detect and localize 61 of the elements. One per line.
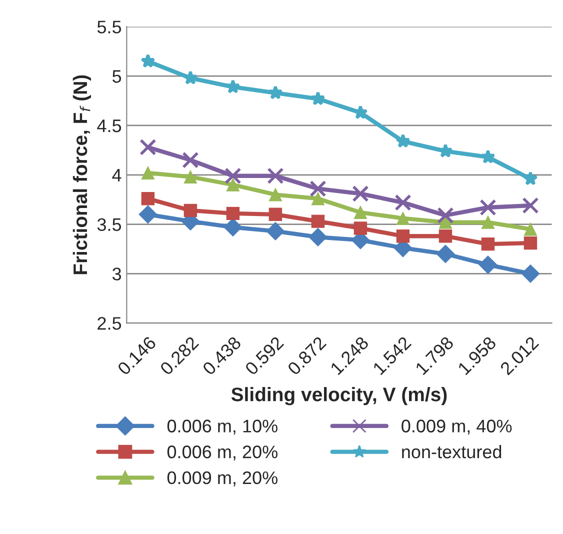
point	[438, 144, 453, 158]
point	[478, 256, 498, 274]
point	[308, 228, 328, 246]
point	[438, 230, 452, 243]
point	[224, 218, 242, 236]
point	[141, 166, 155, 180]
y-tick-label: 4	[112, 169, 122, 182]
point	[182, 152, 199, 168]
point	[481, 237, 495, 251]
point	[268, 188, 282, 202]
point	[524, 236, 538, 250]
point	[353, 105, 368, 120]
legend-label: non-textured	[402, 445, 502, 458]
y-tick-label: 5.5	[97, 20, 122, 34]
point	[266, 222, 285, 240]
legend-label: 0.009 m, 20%	[167, 471, 278, 486]
y-axis-title: Frictional force, F$_{f}$ (N)	[72, 75, 92, 274]
point	[524, 222, 538, 236]
legend-label: 0.006 m, 20%	[167, 446, 278, 460]
point	[184, 170, 198, 184]
point	[226, 206, 240, 220]
point	[311, 192, 325, 206]
point	[226, 178, 240, 192]
legend-label: 0.009 m, 40%	[402, 420, 512, 435]
point	[267, 168, 284, 184]
point	[226, 79, 240, 94]
y-tick-label: 5	[112, 70, 122, 83]
point	[268, 208, 282, 221]
point	[438, 216, 452, 229]
point	[523, 171, 538, 186]
point	[396, 212, 410, 225]
point	[354, 222, 368, 235]
point	[138, 205, 158, 224]
point	[310, 180, 326, 198]
point	[352, 185, 369, 202]
y-tick-label: 3.5	[97, 218, 122, 231]
point	[396, 230, 410, 243]
y-tick-label: 2.5	[98, 317, 122, 330]
y-tick-label: 3	[112, 268, 122, 280]
point	[140, 54, 156, 68]
point	[268, 85, 283, 100]
point	[141, 192, 155, 206]
point	[184, 204, 198, 218]
point	[521, 264, 540, 283]
point	[354, 206, 368, 220]
point	[396, 134, 410, 148]
point	[480, 199, 496, 216]
point	[436, 244, 455, 264]
point	[224, 168, 242, 184]
point	[394, 194, 412, 211]
point	[310, 91, 326, 106]
point	[481, 216, 495, 229]
point	[311, 214, 325, 228]
point	[437, 207, 454, 224]
point	[522, 197, 539, 214]
point	[140, 138, 156, 156]
y-tick-label: 4.5	[97, 120, 122, 132]
point	[183, 70, 198, 85]
x-axis-title: Sliding velocity, V (m/s)	[231, 387, 447, 406]
point	[480, 149, 496, 164]
legend-label: 0.006 m, 10%	[167, 420, 278, 435]
